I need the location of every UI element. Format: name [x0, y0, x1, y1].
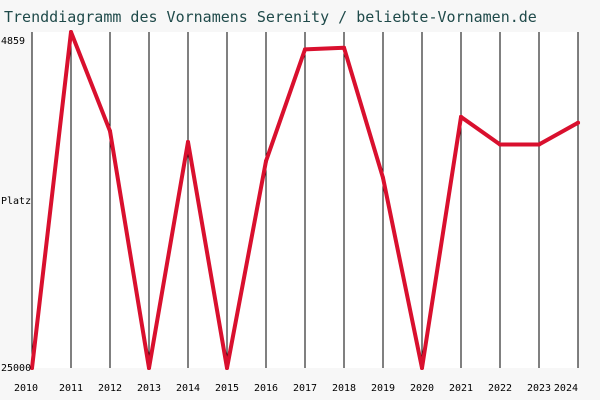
series-layer [30, 30, 580, 370]
data-point-2013 [147, 366, 151, 370]
x-tick-label: 2011 [59, 383, 83, 394]
x-tick-label: 2019 [371, 383, 395, 394]
chart-title: Trenddiagramm des Vornamens Serenity / b… [4, 8, 537, 26]
x-tick-label: 2018 [332, 383, 356, 394]
x-tick-label: 2014 [176, 383, 200, 394]
y-tick-label-bottom: 25000 [1, 363, 31, 374]
x-tick-label: 2016 [254, 383, 278, 394]
data-point-2017 [303, 47, 307, 52]
grid-lines [31, 32, 579, 368]
x-tick-label: 2021 [449, 383, 473, 394]
x-tick-label: 2020 [410, 383, 434, 394]
x-tick-label: 2012 [98, 383, 122, 394]
data-point-2021 [459, 114, 463, 119]
data-point-2024 [576, 120, 580, 125]
data-point-2015 [225, 366, 229, 370]
data-point-2011 [69, 30, 73, 34]
x-tick-label: 2017 [293, 383, 317, 394]
y-axis-label: Platz [1, 196, 31, 207]
data-point-2022 [498, 142, 502, 147]
data-point-2010 [30, 366, 34, 370]
x-tick-label: 2023 [527, 383, 551, 394]
data-point-2019 [381, 175, 385, 180]
x-tick-label: 2010 [14, 383, 38, 394]
axis-labels: 2010 2011 2012 2013 2014 2015 2016 2017 2018 2019… [1, 36, 578, 394]
data-point-2023 [537, 142, 541, 147]
x-tick-label: 2015 [215, 383, 239, 394]
x-tick-label: 2013 [137, 383, 161, 394]
data-point-2018 [342, 45, 346, 50]
data-point-2020 [420, 366, 424, 370]
x-tick-label: 2024 [554, 383, 578, 394]
x-tick-label: 2022 [488, 383, 512, 394]
data-point-2012 [108, 129, 112, 134]
y-tick-label-top: 4859 [1, 36, 25, 47]
data-point-2016 [264, 159, 268, 164]
data-point-2014 [186, 139, 190, 144]
